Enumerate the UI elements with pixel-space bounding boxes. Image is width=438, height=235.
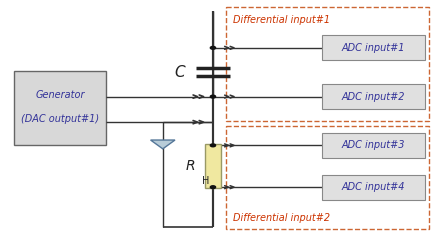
- Text: R: R: [185, 159, 195, 173]
- Bar: [321, 133, 424, 158]
- Bar: [14, 71, 106, 145]
- Text: ADC input#1: ADC input#1: [341, 43, 404, 53]
- Bar: [321, 35, 424, 60]
- Text: Differential input#2: Differential input#2: [232, 213, 329, 223]
- Circle shape: [210, 186, 215, 188]
- Text: ADC input#2: ADC input#2: [341, 92, 404, 102]
- Bar: [205, 144, 220, 188]
- Text: ADC input#3: ADC input#3: [341, 140, 404, 150]
- Polygon shape: [150, 140, 175, 149]
- Bar: [226, 7, 428, 121]
- Text: ADC input#4: ADC input#4: [341, 182, 404, 192]
- Circle shape: [210, 95, 215, 98]
- Circle shape: [210, 47, 215, 49]
- Circle shape: [210, 144, 215, 147]
- Text: Generator: Generator: [35, 90, 85, 100]
- Bar: [226, 126, 428, 229]
- Text: H: H: [201, 176, 208, 186]
- Text: Differential input#1: Differential input#1: [232, 15, 329, 25]
- Text: (DAC output#1): (DAC output#1): [21, 114, 99, 124]
- Text: C: C: [174, 65, 185, 80]
- Bar: [321, 175, 424, 200]
- Bar: [321, 84, 424, 109]
